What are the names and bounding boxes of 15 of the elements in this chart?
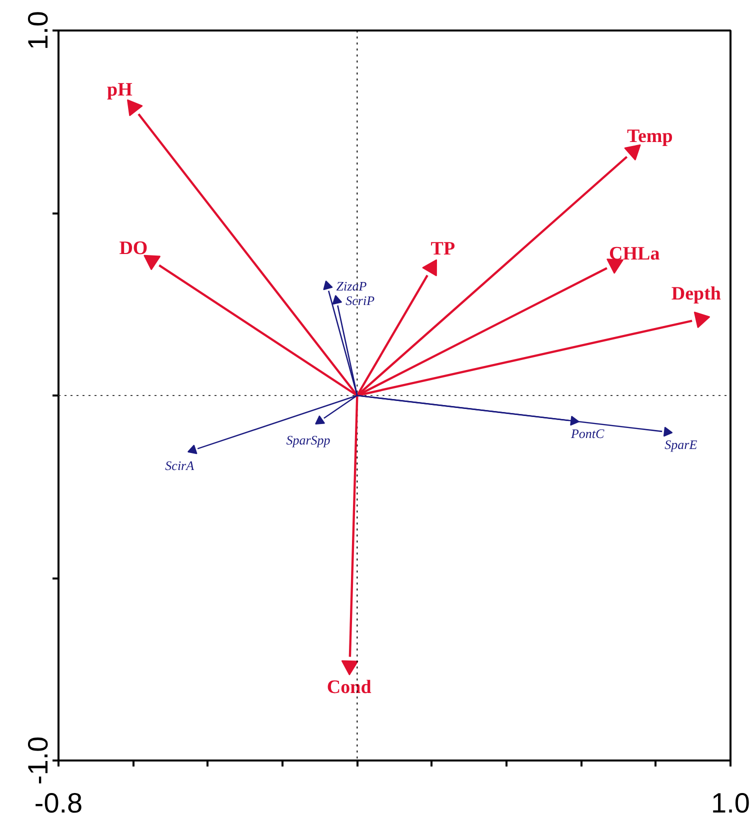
series-label: Depth bbox=[671, 284, 722, 305]
series-label: PontC bbox=[570, 426, 605, 442]
series-label: TP bbox=[430, 238, 456, 260]
series-label: Cond bbox=[326, 677, 372, 698]
series-label: ZizaP bbox=[336, 278, 367, 294]
series-label: ScirA bbox=[165, 458, 194, 474]
series-label: ScriP bbox=[346, 293, 375, 308]
series-label: Temp bbox=[627, 126, 673, 147]
series-label: SparE bbox=[664, 437, 698, 452]
y-tick-label: -1.0 bbox=[22, 736, 54, 785]
legend-label: SparSpp bbox=[286, 432, 331, 448]
x-tick-label: -0.8 bbox=[34, 788, 83, 818]
series-label: DO bbox=[119, 238, 148, 259]
series-label: pH bbox=[106, 79, 133, 100]
series-label: CHLa bbox=[609, 244, 660, 265]
